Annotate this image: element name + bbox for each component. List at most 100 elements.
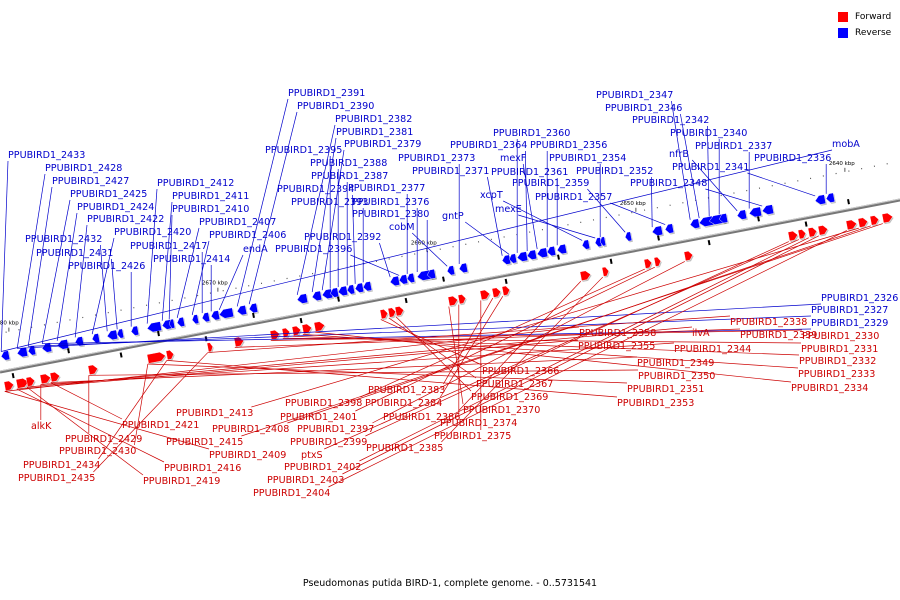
forward-leader-42 <box>134 363 149 446</box>
reverse-leader-1 <box>16 173 46 349</box>
reverse-label-30: PPUBIRD1_2377 <box>348 183 425 194</box>
reverse-label-23: PPUBIRD1_2395 <box>265 145 342 156</box>
reverse-leader-35 <box>487 176 503 256</box>
reverse-gene-23 <box>329 287 340 298</box>
reverse-label-54: PPUBIRD1_2348 <box>630 178 707 189</box>
legend-reverse: Reverse <box>838 25 898 41</box>
reverse-label-1: PPUBIRD1_2428 <box>45 163 122 174</box>
reverse-leader-26 <box>352 194 356 284</box>
reverse-gene-26 <box>354 282 365 293</box>
forward-gene-16 <box>387 307 396 318</box>
forward-label-39: alkK <box>31 421 52 432</box>
forward-leader-18 <box>448 306 464 405</box>
forward-gene-24 <box>601 266 609 277</box>
reverse-label-0: PPUBIRD1_2433 <box>8 150 85 161</box>
reverse-label-19: PPUBIRD1_2390 <box>297 101 374 112</box>
reverse-leader-36 <box>464 221 510 255</box>
forward-leader-21 <box>443 297 494 385</box>
site-marker-0 <box>11 372 15 379</box>
forward-gene-14 <box>313 321 325 332</box>
reverse-gene-7 <box>106 329 119 341</box>
legend-forward-label: Forward <box>855 12 892 22</box>
forward-leader-31 <box>342 235 819 475</box>
forward-gene-30 <box>807 227 817 238</box>
reverse-gene-36 <box>508 253 518 264</box>
forward-label-15: PPUBIRD1_2366 <box>482 366 559 377</box>
reverse-label-24: PPUBIRD1_2388 <box>310 158 387 169</box>
reverse-gene-39 <box>536 247 549 258</box>
site-marker-1 <box>67 348 70 354</box>
forward-label-30: PPUBIRD1_2402 <box>284 462 361 473</box>
forward-gene-25 <box>643 258 652 269</box>
forward-label-42: PPUBIRD1_2430 <box>59 446 136 457</box>
legend-reverse-label: Reverse <box>855 28 892 38</box>
forward-leader-36 <box>4 391 210 450</box>
scale-tick-label-3: 2670 kbp <box>202 281 228 287</box>
forward-gene-31 <box>817 225 828 236</box>
reverse-gene-27 <box>362 281 373 292</box>
reverse-gene-3 <box>41 342 53 353</box>
reverse-label-20: PPUBIRD1_2382 <box>335 114 412 125</box>
forward-label-4: PPUBIRD1_2349 <box>637 358 714 369</box>
reverse-gene-8 <box>116 328 125 339</box>
reverse-gene-52 <box>736 209 748 220</box>
reverse-label-40: PPUBIRD1_2356 <box>530 140 607 151</box>
reverse-gene-17 <box>218 307 235 319</box>
forward-label-8: PPUBIRD1_2338 <box>730 317 807 328</box>
reverse-leader-20 <box>296 124 336 296</box>
forward-leader-43 <box>98 360 168 460</box>
reverse-label-27: PPUBIRD1_2393 <box>291 197 368 208</box>
site-marker-14 <box>707 239 711 246</box>
reverse-label-22: PPUBIRD1_2379 <box>344 139 421 150</box>
reverse-label-34: PPUBIRD1_2373 <box>398 153 475 164</box>
reverse-gene-40 <box>546 245 557 257</box>
reverse-label-28: PPUBIRD1_2392 <box>304 232 381 243</box>
reverse-gene-21 <box>311 290 323 301</box>
reverse-gene-22 <box>321 288 334 299</box>
reverse-gene-29 <box>398 274 409 285</box>
reverse-gene-43 <box>594 237 603 248</box>
reverse-leader-12 <box>168 214 173 320</box>
legend-reverse-swatch <box>838 28 848 38</box>
reverse-gene-34 <box>458 262 469 273</box>
reverse-leader-4 <box>56 212 78 341</box>
reverse-label-9: PPUBIRD1_2426 <box>68 261 145 272</box>
reverse-label-11: PPUBIRD1_2411 <box>172 191 249 202</box>
scale-tick-label-2: 2660 kbp <box>411 241 437 247</box>
forward-gene-35 <box>881 212 893 224</box>
reverse-gene-0 <box>0 350 11 361</box>
forward-label-21: PPUBIRD1_2383 <box>368 385 445 396</box>
forward-label-33: PPUBIRD1_2413 <box>176 408 253 419</box>
site-marker-4 <box>204 336 208 342</box>
reverse-leader-43 <box>518 214 596 239</box>
reverse-gene-1 <box>16 346 29 358</box>
forward-leader-7 <box>166 360 618 398</box>
reverse-leader-58 <box>17 303 822 349</box>
reverse-leader-5 <box>74 224 88 338</box>
forward-label-6: PPUBIRD1_2351 <box>627 384 704 395</box>
reverse-leader-42 <box>503 200 583 241</box>
reverse-label-4: PPUBIRD1_2424 <box>77 202 154 213</box>
forward-label-26: PPUBIRD1_2401 <box>280 412 357 423</box>
reverse-leader-60 <box>42 328 812 345</box>
forward-gene-21 <box>491 287 501 298</box>
scale-tick-label-4: 2680 kbp <box>0 321 19 327</box>
forward-label-34: PPUBIRD1_2408 <box>212 424 289 435</box>
forward-leader-16 <box>388 317 477 379</box>
map-caption: Pseudomonas putida BIRD-1, complete geno… <box>302 578 598 589</box>
reverse-leader-47 <box>610 202 666 225</box>
forward-label-38: PPUBIRD1_2419 <box>143 476 220 487</box>
reverse-gene-38 <box>526 249 538 260</box>
forward-gene-17 <box>394 306 404 317</box>
reverse-label-60: PPUBIRD1_2329 <box>811 318 888 329</box>
forward-label-36: PPUBIRD1_2409 <box>209 450 286 461</box>
forward-leader-33 <box>251 227 859 408</box>
reverse-label-35: PPUBIRD1_2371 <box>412 166 489 177</box>
genome-backbone <box>0 198 900 374</box>
reverse-label-33: cobM <box>389 222 415 233</box>
reverse-label-43: mexE <box>495 204 522 215</box>
forward-leader-1 <box>16 339 579 390</box>
reverse-leader-52 <box>691 159 738 212</box>
reverse-label-38: PPUBIRD1_2364 <box>450 140 527 151</box>
forward-label-37: PPUBIRD1_2416 <box>164 463 241 474</box>
